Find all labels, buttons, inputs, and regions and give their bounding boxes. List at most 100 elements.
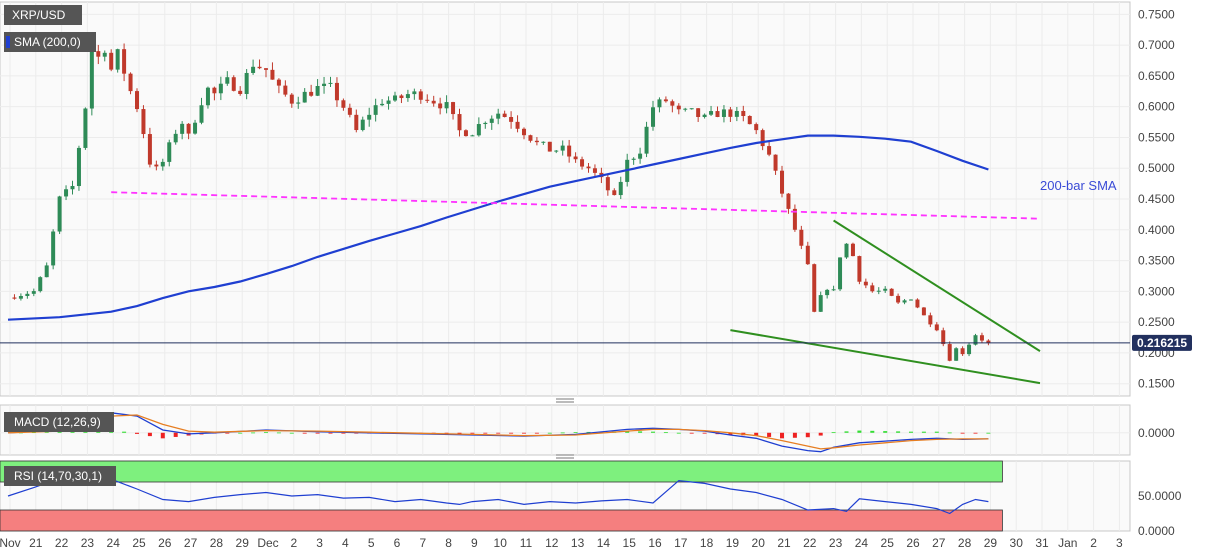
candle-bullish	[651, 107, 655, 127]
rsi-label-box[interactable]: RSI (14,70,30,1)	[4, 466, 116, 486]
candle-bullish	[476, 124, 481, 136]
panel-splitter-1[interactable]	[556, 398, 574, 403]
macd-histogram-bar	[844, 431, 849, 433]
macd-label-box[interactable]: MACD (12,26,9)	[4, 412, 114, 432]
candle-bearish	[547, 141, 552, 152]
candle-bullish	[644, 126, 649, 154]
price-y-tick-label: 0.1500	[1138, 377, 1175, 391]
x-tick-label: 28	[958, 536, 972, 550]
macd-histogram-bar	[754, 432, 759, 436]
macd-histogram-bar	[663, 432, 668, 434]
candle-bearish	[264, 68, 268, 70]
candle-bearish	[921, 307, 926, 316]
candle-bearish	[270, 69, 275, 80]
macd-histogram-bar	[483, 432, 488, 434]
candle-bearish	[857, 256, 862, 282]
candle-bullish	[483, 122, 488, 125]
candle-bearish	[212, 87, 217, 94]
candle-bearish	[147, 134, 152, 165]
macd-histogram-bar	[625, 431, 630, 433]
candle-bearish	[915, 299, 920, 308]
x-tick-label: 30	[1010, 536, 1024, 550]
candle-bullish	[560, 145, 565, 151]
candle-bearish	[399, 95, 404, 99]
candle-bullish	[360, 119, 365, 131]
x-tick-label: 27	[184, 536, 198, 550]
symbol-label: XRP/USD	[12, 8, 66, 22]
candle-bullish	[973, 335, 978, 345]
candle-bearish	[238, 90, 243, 94]
candle-bearish	[728, 109, 733, 117]
candle-bullish	[64, 189, 69, 197]
candle-bullish	[489, 118, 494, 123]
macd-histogram-bar	[896, 431, 901, 433]
candle-bearish	[896, 295, 901, 303]
candle-bullish	[367, 114, 372, 120]
candle-bearish	[592, 168, 597, 173]
candle-bullish	[967, 344, 972, 355]
candle-bullish	[909, 299, 913, 301]
price-y-tick-label: 0.5000	[1138, 161, 1175, 175]
candle-bullish	[83, 108, 88, 148]
candle-bearish	[341, 100, 346, 108]
last-price-tag: 0.216215	[1132, 334, 1192, 351]
macd-line	[7, 412, 989, 453]
candle-bearish	[780, 170, 784, 194]
candle-bearish	[850, 243, 855, 257]
x-tick-label: 5	[368, 536, 375, 550]
sma-label-box[interactable]: SMA (200,0)	[4, 32, 96, 52]
rsi-oversold-zone	[0, 509, 1003, 532]
candle-bearish	[767, 146, 772, 155]
candle-bearish	[463, 130, 468, 137]
x-tick-label: 2	[1090, 536, 1097, 550]
candle-bullish	[618, 181, 623, 196]
candle-bullish	[876, 290, 881, 292]
sma-annotation-label: 200-bar SMA	[1040, 178, 1117, 193]
x-tick-label: Dec	[257, 536, 278, 550]
candle-bullish	[470, 135, 475, 137]
candle-bearish	[573, 156, 578, 160]
symbol-label-box[interactable]: XRP/USD	[4, 5, 82, 25]
x-tick-label: 21	[777, 536, 791, 550]
macd-histogram-bar	[522, 432, 526, 434]
x-tick-label: 20	[752, 536, 766, 550]
candle-bullish	[160, 161, 165, 167]
candle-bullish	[444, 102, 449, 109]
candle-bullish	[25, 293, 30, 296]
price-y-tick-label: 0.2500	[1138, 315, 1175, 329]
macd-histogram-bar	[251, 432, 256, 434]
x-tick-label: 4	[342, 536, 349, 550]
price-y-tick-label: 0.4000	[1138, 223, 1175, 237]
candle-bearish	[276, 79, 281, 86]
candle-bearish	[870, 285, 875, 292]
macd-panel[interactable]	[0, 404, 1131, 456]
macd-histogram-bar	[689, 432, 694, 434]
macd-histogram-bar	[444, 432, 449, 434]
macd-histogram-bar	[986, 432, 991, 434]
candle-bearish	[580, 159, 585, 167]
candle-bearish	[663, 99, 668, 102]
candle-bearish	[509, 117, 514, 122]
candle-bullish	[180, 123, 185, 134]
candle-bearish	[96, 51, 101, 57]
x-tick-label: 18	[700, 536, 714, 550]
x-tick-label: 22	[803, 536, 817, 550]
candle-bullish	[709, 111, 714, 115]
candle-bullish	[225, 77, 230, 84]
x-tick-label: 14	[597, 536, 611, 550]
candle-bearish	[354, 114, 359, 131]
rsi-y-tick-label: 50.0000	[1138, 489, 1182, 503]
candle-bullish	[405, 94, 410, 99]
candle-bullish	[199, 105, 204, 123]
candle-bearish	[979, 335, 984, 341]
candle-bearish	[986, 340, 991, 343]
candle-bearish	[457, 114, 462, 131]
panel-splitter-2[interactable]	[556, 454, 574, 459]
candle-bearish	[567, 145, 572, 157]
last-price-value: 0.216215	[1137, 336, 1187, 350]
candle-bearish	[309, 91, 314, 96]
macd-histogram-bar	[57, 431, 62, 433]
candle-bearish	[773, 154, 778, 171]
x-tick-label: 8	[445, 536, 452, 550]
